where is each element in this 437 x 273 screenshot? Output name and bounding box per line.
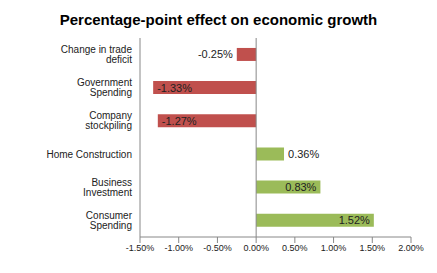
svg-text:-1.50%: -1.50% <box>126 243 155 253</box>
html-text:Percentage-point effect on eco: Percentage-point effect on economic grow… <box>59 11 378 28</box>
svg-text:1.00%: 1.00% <box>321 243 347 253</box>
svg-text:-0.50%: -0.50% <box>203 243 232 253</box>
svg-text:BusinessInvestment: BusinessInvestment <box>83 177 132 198</box>
svg-text:-1.27%: -1.27% <box>162 115 197 127</box>
svg-text:GovernmentSpending: GovernmentSpending <box>77 77 132 98</box>
svg-text:1.52%: 1.52% <box>339 214 370 226</box>
svg-text:-0.25%: -0.25% <box>198 48 233 60</box>
svg-text:-1.33%: -1.33% <box>157 82 192 94</box>
svg-text:Home Construction: Home Construction <box>46 149 132 160</box>
svg-text:Change in tradedeficit: Change in tradedeficit <box>61 44 133 65</box>
svg-text:-1.00%: -1.00% <box>164 243 193 253</box>
svg-text:1.50%: 1.50% <box>360 243 386 253</box>
svg-text:ConsumerSpending: ConsumerSpending <box>86 210 133 231</box>
svg-text:0.83%: 0.83% <box>285 181 316 193</box>
svg-text:0.50%: 0.50% <box>282 243 308 253</box>
svg-text:Companystockpiling: Companystockpiling <box>85 110 132 131</box>
svg-text:0.00%: 0.00% <box>243 243 269 253</box>
svg-text:0.36%: 0.36% <box>288 148 319 160</box>
svg-text:2.00%: 2.00% <box>398 243 424 253</box>
